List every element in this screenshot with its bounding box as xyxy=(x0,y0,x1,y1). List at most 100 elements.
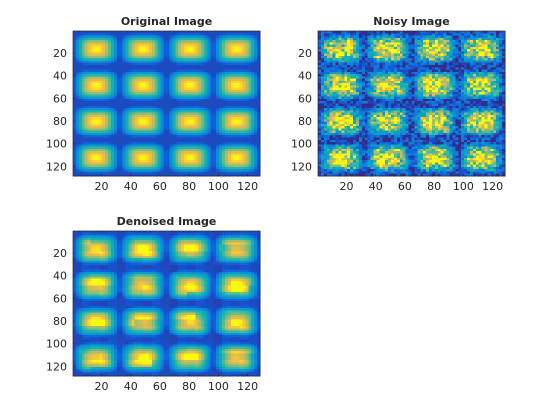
heatmap-cell xyxy=(186,42,191,45)
heatmap-cell xyxy=(411,31,415,34)
heatmap-cell xyxy=(219,119,223,122)
heatmap-cell xyxy=(207,33,211,36)
heatmap-cell xyxy=(189,83,194,86)
heatmap-cell xyxy=(113,103,118,107)
heatmap-cell xyxy=(119,128,124,132)
heatmap-cell xyxy=(216,151,220,154)
heatmap-cell xyxy=(344,55,348,59)
heatmap-cell xyxy=(175,110,179,113)
heatmap-cell xyxy=(207,132,211,136)
heatmap-cell xyxy=(396,31,401,34)
heatmap-cell xyxy=(110,74,115,77)
heatmap-cell xyxy=(227,101,232,104)
heatmap-cell xyxy=(131,121,135,125)
heatmap-cell xyxy=(119,142,124,145)
heatmap-cell xyxy=(239,71,243,75)
heatmap-cell xyxy=(148,114,153,118)
heatmap-cell xyxy=(90,171,94,175)
heatmap-cell xyxy=(210,98,214,102)
heatmap-cell xyxy=(326,42,331,45)
heatmap-cell xyxy=(128,148,132,152)
heatmap-cell xyxy=(254,33,258,36)
heatmap-cell xyxy=(254,62,258,66)
heatmap-cell xyxy=(496,40,500,43)
heatmap-cell xyxy=(236,62,240,66)
heatmap-cell xyxy=(201,153,205,156)
heatmap-cell xyxy=(119,153,124,156)
heatmap-cell xyxy=(178,164,182,168)
heatmap-cell xyxy=(131,137,135,141)
heatmap-cell xyxy=(78,69,83,73)
heatmap-cell xyxy=(81,121,86,125)
heatmap-cell xyxy=(119,110,124,113)
heatmap-cell xyxy=(178,31,182,34)
heatmap-cell xyxy=(204,166,208,170)
heatmap-cell xyxy=(440,33,444,36)
heatmap-cell xyxy=(78,144,83,147)
heatmap-cell xyxy=(382,37,386,41)
heatmap-cell xyxy=(108,60,112,64)
heatmap-cell xyxy=(87,144,91,147)
heatmap-cell xyxy=(154,117,159,120)
heatmap-cell xyxy=(87,169,91,172)
heatmap-cell xyxy=(96,98,100,102)
heatmap-cell xyxy=(186,171,191,175)
heatmap-cell xyxy=(230,31,235,34)
heatmap-cell xyxy=(151,105,156,109)
heatmap-cell xyxy=(213,114,217,118)
heatmap-cell xyxy=(248,58,252,61)
heatmap-cell xyxy=(113,98,118,102)
heatmap-cell xyxy=(78,37,83,41)
heatmap-cell xyxy=(99,101,103,104)
heatmap-cell xyxy=(148,173,153,177)
heatmap-cell xyxy=(148,123,153,127)
heatmap-cell xyxy=(198,55,202,59)
heatmap-cell xyxy=(242,98,246,102)
heatmap-cell xyxy=(110,101,115,104)
heatmap-cell xyxy=(73,33,77,36)
heatmap-cell xyxy=(329,46,333,50)
heatmap-cell xyxy=(251,108,255,111)
heatmap-cell xyxy=(122,98,126,102)
heatmap-cell xyxy=(137,96,141,100)
heatmap-cell xyxy=(140,44,144,48)
heatmap-cell xyxy=(236,137,240,141)
heatmap-cell xyxy=(157,160,161,163)
heatmap-cell xyxy=(189,44,194,48)
heatmap-cell xyxy=(154,89,159,93)
heatmap-cell xyxy=(73,46,77,50)
heatmap-cell xyxy=(160,94,164,98)
heatmap-cell xyxy=(75,94,80,98)
heatmap-cell xyxy=(242,139,246,143)
heatmap-cell xyxy=(318,53,322,57)
heatmap-cell xyxy=(181,64,185,68)
heatmap-cell xyxy=(102,33,106,36)
heatmap-cell xyxy=(254,101,258,104)
heatmap-cell xyxy=(96,67,100,70)
heatmap-cell xyxy=(131,139,135,143)
heatmap-cell xyxy=(75,58,80,61)
heatmap-cell xyxy=(143,44,147,48)
heatmap-cell xyxy=(414,35,418,39)
heatmap-cell xyxy=(186,108,191,111)
heatmap-cell xyxy=(137,112,141,116)
heatmap-cell xyxy=(87,119,91,122)
heatmap-cell xyxy=(216,55,220,59)
heatmap-cell xyxy=(93,44,97,48)
heatmap-cell xyxy=(151,37,156,41)
heatmap-cell xyxy=(198,98,202,102)
heatmap-cell xyxy=(81,42,86,45)
heatmap-cell xyxy=(355,35,360,39)
heatmap-cell xyxy=(478,49,482,52)
heatmap-cell xyxy=(166,114,170,118)
heatmap-cell xyxy=(73,76,77,79)
heatmap-cell xyxy=(75,40,80,43)
heatmap-cell xyxy=(172,130,176,134)
heatmap-cell xyxy=(73,162,77,166)
heatmap-cell xyxy=(140,119,144,122)
heatmap-cell xyxy=(341,42,345,45)
heatmap-cell xyxy=(364,58,369,61)
heatmap-cell xyxy=(393,55,398,59)
heatmap-cell xyxy=(108,114,112,118)
heatmap-cell xyxy=(105,151,109,154)
